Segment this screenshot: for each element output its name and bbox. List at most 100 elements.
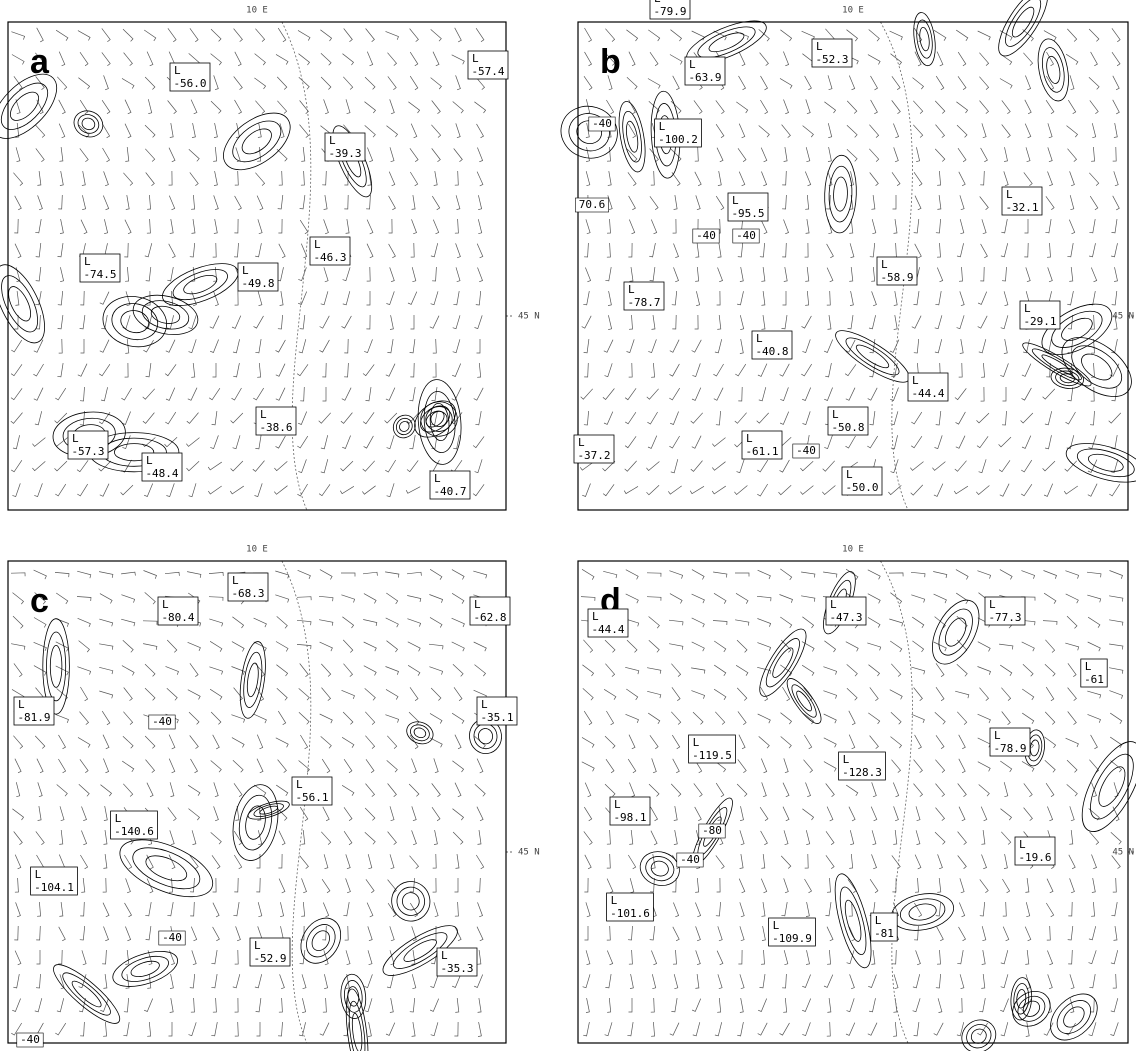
low-box <box>249 937 291 967</box>
contour-label-box <box>16 1032 44 1048</box>
contour <box>1017 995 1046 1022</box>
pressure-value: -80.4 <box>161 611 194 624</box>
pressure-value: -57.3 <box>71 445 104 458</box>
wind-barbs <box>10 27 487 498</box>
pressure-value: -40 <box>680 853 700 866</box>
contour <box>396 886 426 916</box>
low-box <box>654 118 702 148</box>
contour <box>403 939 437 962</box>
contour <box>1087 453 1124 472</box>
panel-frame <box>7 21 507 511</box>
low-marker: L <box>578 436 585 449</box>
low-box <box>649 0 691 20</box>
meridian-label: 10 E <box>842 6 864 16</box>
contour <box>998 0 1048 57</box>
contour <box>300 917 342 964</box>
contour <box>1037 38 1069 102</box>
contour <box>891 893 955 931</box>
low-box <box>436 947 478 977</box>
pressure-value: -56.1 <box>295 791 328 804</box>
pressure-value: -29.1 <box>1023 315 1056 328</box>
low-box <box>1080 658 1108 688</box>
contour <box>132 294 199 335</box>
contour <box>791 684 817 718</box>
contour <box>1041 354 1073 375</box>
contour <box>639 851 680 886</box>
pressure-value: -32.1 <box>1005 201 1038 214</box>
contour-label-box <box>692 228 720 244</box>
pressure-value: -50.0 <box>845 481 878 494</box>
contour <box>765 638 800 688</box>
contour <box>81 117 96 131</box>
contour <box>708 32 745 53</box>
low-box <box>587 608 629 638</box>
contour <box>311 930 330 952</box>
low-marker: L <box>846 468 853 481</box>
map-panel: b10 E45 NL-79.9L-63.9L-52.3-40L-100.270.… <box>560 0 1136 511</box>
low-box <box>110 810 158 840</box>
contour <box>834 873 872 969</box>
contour <box>772 647 794 678</box>
pressure-value: -119.5 <box>692 749 732 762</box>
contour <box>650 860 669 877</box>
pressure-value: -44.4 <box>591 623 624 636</box>
pressure-value: -40 <box>736 229 756 242</box>
pressure-value: -62.8 <box>473 611 506 624</box>
low-box <box>870 912 898 942</box>
contour <box>1081 353 1113 381</box>
low-marker: L <box>756 332 763 345</box>
contour <box>1061 317 1093 341</box>
low-marker: L <box>875 914 882 927</box>
contour <box>406 721 434 745</box>
low-marker: L <box>72 432 79 445</box>
contour <box>246 662 259 698</box>
pressure-value: -77.3 <box>988 611 1021 624</box>
low-marker: L <box>260 408 267 421</box>
low-marker: L <box>174 64 181 77</box>
contour <box>1022 1000 1041 1017</box>
contour <box>560 105 618 159</box>
low-box <box>467 50 509 80</box>
low-box <box>157 596 199 626</box>
border-line <box>281 21 312 511</box>
pressure-value: -63.9 <box>688 71 721 84</box>
contour <box>1051 310 1103 348</box>
contour <box>970 1028 987 1044</box>
pressure-value: -52.9 <box>253 952 286 965</box>
contour <box>419 405 451 433</box>
contour <box>1076 448 1135 478</box>
contour <box>1081 741 1136 832</box>
low-marker: L <box>254 939 261 952</box>
contour <box>1090 753 1134 820</box>
meridian-label: 10 E <box>842 545 864 555</box>
contour <box>477 728 494 745</box>
pressure-value: -57.4 <box>471 65 504 78</box>
contour <box>618 101 646 173</box>
contour <box>247 800 290 820</box>
meridian-label: 10 E <box>246 6 268 16</box>
low-marker: L <box>614 798 621 811</box>
panel-frame <box>577 21 1129 511</box>
contour <box>425 410 445 428</box>
low-marker: L <box>881 258 888 271</box>
contour <box>1059 373 1075 384</box>
low-box <box>13 696 55 726</box>
pressure-value: -56.0 <box>173 77 206 90</box>
low-marker: L <box>146 454 153 467</box>
contour <box>932 599 980 665</box>
pressure-value: -81.9 <box>17 711 50 724</box>
contour <box>130 960 160 977</box>
low-box <box>30 866 78 896</box>
contour <box>46 631 67 702</box>
low-marker: L <box>1019 838 1026 851</box>
contour <box>345 988 369 1051</box>
pressure-value: -48.4 <box>145 467 178 480</box>
contour <box>913 12 936 67</box>
pressure-value: -38.6 <box>259 421 292 434</box>
pressure-value: -40 <box>162 931 182 944</box>
contour <box>399 421 410 432</box>
low-box <box>684 56 726 86</box>
low-box <box>751 330 793 360</box>
pressure-value: -61 <box>1084 673 1104 686</box>
